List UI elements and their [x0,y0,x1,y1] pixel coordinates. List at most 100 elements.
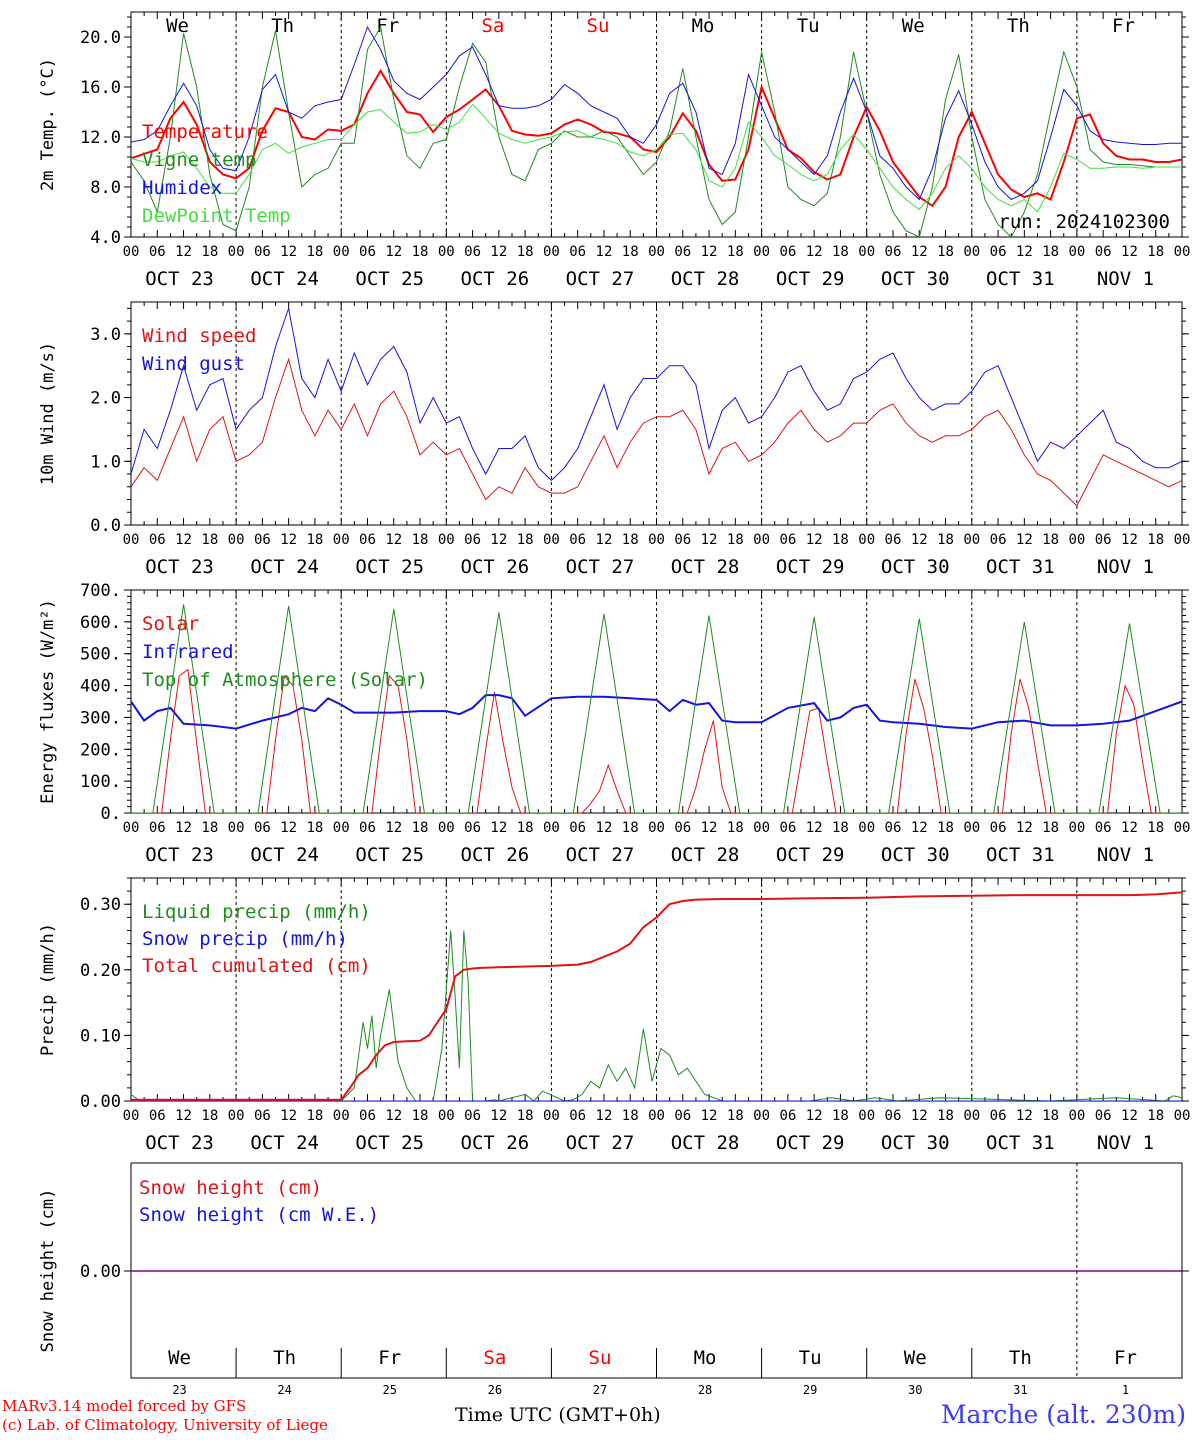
hour-label: 00 [753,532,770,548]
legend-entry: Snow precip (mm/h) [142,928,348,950]
hour-label: 06 [464,244,481,260]
hour-label: 06 [1095,820,1112,836]
panel-1: 4.0 8.0 12.0 16.0 20.0 2m Temp. (°C) 00 06 12 18 O… [38,11,1190,290]
date-label: OCT 25 [355,556,424,578]
day-number-label: 27 [593,1383,607,1397]
hour-label: 00 [228,244,245,260]
hour-label: 18 [1042,820,1059,836]
hour-label: 18 [832,532,849,548]
date-label: OCT 23 [145,556,214,578]
hour-label: 12 [280,244,297,260]
day-number-label: 31 [1013,1383,1027,1397]
y-tick-label: 600. [80,613,121,633]
hour-label: 18 [517,820,534,836]
y-axis-label: 2m Temp. (°C) [38,58,58,191]
day-number-label: 1 [1122,1383,1129,1397]
hour-label: 12 [385,532,402,548]
hour-label: 18 [727,1108,744,1124]
hour-label: 00 [963,532,980,548]
hour-label: 12 [385,1108,402,1124]
hour-label: 18 [517,244,534,260]
hour-label: 18 [727,244,744,260]
hour-label: 06 [990,1108,1007,1124]
hour-label: 12 [490,532,507,548]
hour-label: 18 [727,532,744,548]
hour-label: 00 [543,820,560,836]
hour-label: 00 [963,244,980,260]
hour-label: 00 [753,1108,770,1124]
date-label: NOV 1 [1097,556,1154,578]
hour-label: 12 [1016,820,1033,836]
y-tick-label: 500. [80,645,121,665]
day-number-label: 30 [908,1383,922,1397]
hour-label: 00 [1068,820,1085,836]
day-label: We [902,15,925,37]
y-tick-label: 400. [80,677,121,697]
hour-label: 18 [1042,1108,1059,1124]
legend-entry: Snow height (cm W.E.) [139,1204,379,1226]
y-tick-label: 3.0 [90,325,121,345]
date-label: OCT 28 [671,1132,740,1154]
hour-label: 00 [438,244,455,260]
hour-label: 12 [280,820,297,836]
date-label: OCT 25 [355,844,424,866]
date-label: OCT 27 [566,556,635,578]
hour-label: 00 [333,1108,350,1124]
day-label: Sa [483,1347,506,1369]
series-line [131,930,1182,1101]
date-label: OCT 25 [355,1132,424,1154]
model-credit: MARv3.14 model forced by GFS [2,1397,247,1415]
date-label: OCT 26 [461,844,530,866]
hour-label: 00 [1068,244,1085,260]
hour-label: 06 [885,1108,902,1124]
legend-entry: DewPoint Temp [142,205,291,227]
date-label: OCT 30 [881,268,950,290]
date-label: OCT 29 [776,844,845,866]
hour-label: 12 [596,532,613,548]
y-tick-label: 700. [80,581,121,601]
hour-label: 18 [201,532,218,548]
hour-label: 00 [963,1108,980,1124]
day-label: Su [589,1347,612,1369]
hour-label: 06 [359,1108,376,1124]
hour-label: 06 [569,532,586,548]
hour-label: 00 [543,244,560,260]
hour-label: 18 [306,244,323,260]
hour-label: 06 [254,244,271,260]
legend-entry: Infrared [142,641,234,663]
hour-label: 06 [149,820,166,836]
hour-label: 12 [1016,1108,1033,1124]
hour-label: 00 [1174,532,1191,548]
series-line [131,68,1182,208]
hour-label: 12 [701,244,718,260]
hour-label: 18 [622,244,639,260]
hour-label: 12 [806,1108,823,1124]
hour-label: 06 [674,244,691,260]
hour-label: 18 [306,532,323,548]
hour-label: 12 [385,244,402,260]
date-label: NOV 1 [1097,268,1154,290]
hour-label: 12 [911,244,928,260]
run-label: run: 2024102300 [998,211,1170,233]
day-number-label: 23 [172,1383,186,1397]
hour-label: 18 [937,244,954,260]
hour-label: 18 [1147,532,1164,548]
y-axis-label: Snow height (cm) [38,1189,58,1353]
hour-label: 18 [412,244,429,260]
series-line [131,891,1182,1101]
y-tick-label: 1.0 [90,452,121,472]
series-line [131,668,1182,813]
hour-label: 12 [385,820,402,836]
date-label: OCT 23 [145,268,214,290]
date-label: OCT 27 [566,844,635,866]
date-label: OCT 23 [145,844,214,866]
hour-label: 00 [1068,1108,1085,1124]
hour-label: 00 [858,1108,875,1124]
hour-label: 06 [779,244,796,260]
date-label: OCT 23 [145,1132,214,1154]
hour-label: 00 [543,532,560,548]
hour-label: 18 [306,1108,323,1124]
hour-label: 00 [333,532,350,548]
day-label: Th [1007,15,1030,37]
hour-label: 00 [123,244,140,260]
